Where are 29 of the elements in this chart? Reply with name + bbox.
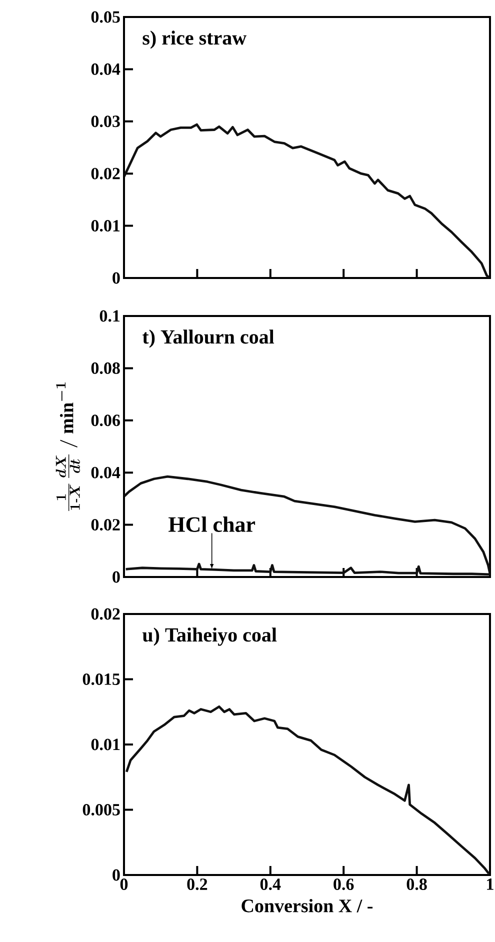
y-tick-label: 0.005 bbox=[82, 804, 120, 816]
x-tick-label: 1 bbox=[487, 878, 494, 890]
y-tick-label: 0.1 bbox=[100, 310, 120, 322]
y-tick-label: 0 bbox=[112, 571, 120, 583]
x-tick-label: 0 bbox=[120, 878, 128, 890]
x-axis-title: Conversion X / - bbox=[242, 898, 373, 912]
y-tick-label: 0.05 bbox=[91, 11, 120, 23]
y-tick-label: 0.01 bbox=[91, 220, 120, 232]
y-tick-label: 0.04 bbox=[91, 466, 120, 478]
y-tick-label: 0.04 bbox=[91, 63, 120, 75]
y-tick-label: 0.02 bbox=[91, 608, 120, 620]
text: t) Yallourn coal bbox=[142, 330, 274, 348]
y-tick-label: 0.03 bbox=[91, 116, 120, 128]
annotation: HCl char bbox=[168, 516, 256, 532]
y-tick-label: 0 bbox=[112, 272, 120, 284]
text: s) rice straw bbox=[142, 30, 246, 49]
y-tick-label: 0.08 bbox=[91, 362, 120, 374]
x-tick-label: 0.2 bbox=[187, 878, 208, 890]
x-tick-label: 0.6 bbox=[334, 878, 354, 890]
y-tick-label: 0.06 bbox=[91, 414, 120, 426]
y-tick-label: 0.02 bbox=[91, 168, 120, 180]
x-tick-label: 0.4 bbox=[260, 878, 281, 890]
y-tick-label: 0.02 bbox=[91, 519, 120, 531]
y-tick-label: 0.01 bbox=[91, 738, 120, 750]
text: u) Taiheiyo coal bbox=[142, 628, 277, 646]
y-tick-label: 0 bbox=[112, 869, 120, 881]
y-axis-title: $\frac{1}{1\text{-}X}\,\frac{dX}{dt}\ /\ \mathrm{min}^{-1}$ bbox=[56, 382, 80, 511]
y-tick-label: 0.015 bbox=[82, 673, 120, 686]
x-tick-label: 0.8 bbox=[406, 878, 427, 890]
